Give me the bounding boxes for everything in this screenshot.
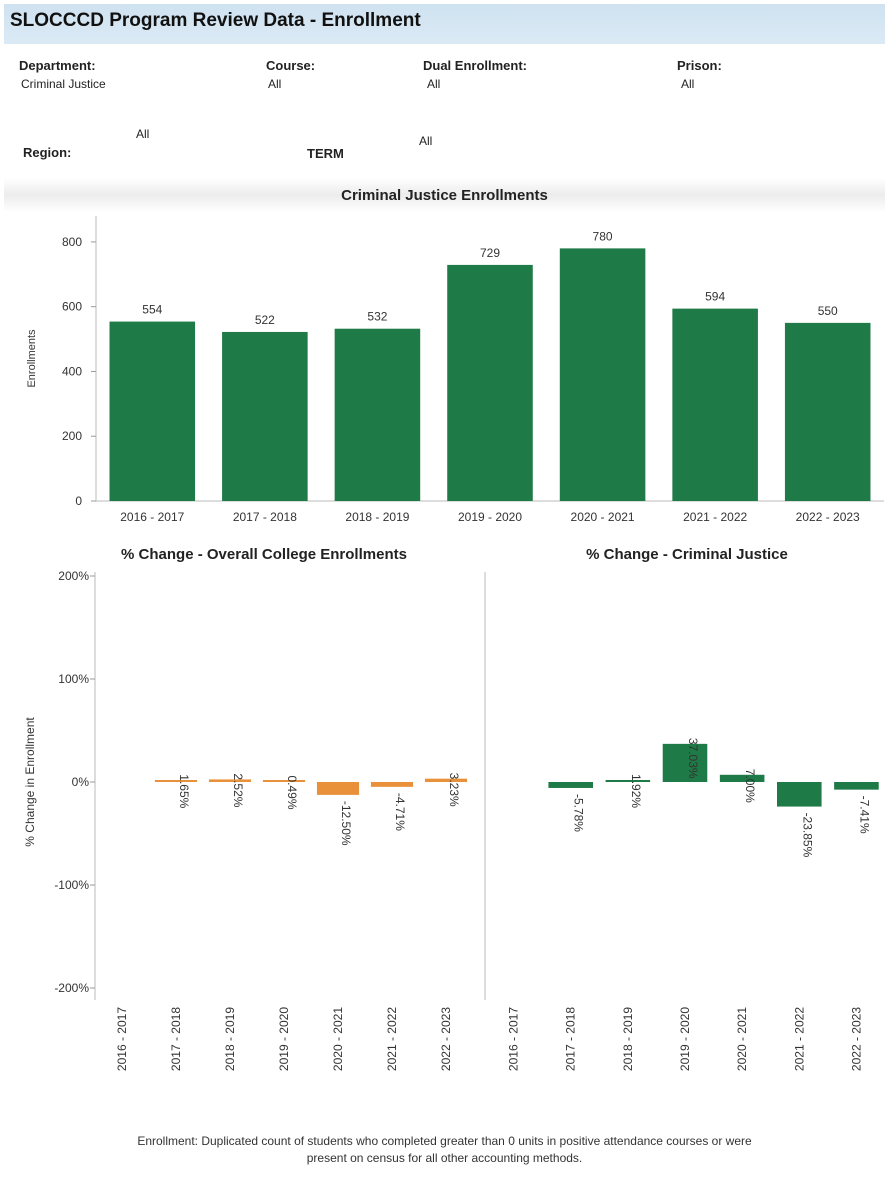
data-label: 729 [480,246,500,260]
x-tick-label: 2020 - 2021 [735,1007,749,1071]
prison-value[interactable]: All [681,77,695,91]
bar [834,782,879,790]
footnote: Enrollment: Duplicated count of students… [20,1133,869,1167]
data-label: -4.71% [393,793,407,831]
y-tick-label: 100% [58,672,89,686]
page-title: SLOCCCD Program Review Data - Enrollment [10,10,421,31]
bar [262,780,306,782]
y-tick-label: -100% [54,878,89,892]
x-tick-label: 2022 - 2023 [849,1007,863,1071]
data-label: -7.41% [857,796,871,834]
bar [672,308,758,501]
bar [109,321,196,501]
x-tick-label: 2019 - 2020 [678,1007,692,1071]
data-label: 1.92% [629,774,643,808]
y-tick-label: 0 [75,494,82,508]
footnote-line-1: Enrollment: Duplicated count of students… [137,1134,752,1148]
y-tick-label: 0% [72,775,90,789]
bar [316,782,360,795]
data-label: 2.52% [231,773,245,807]
x-tick-label: 2019 - 2020 [458,510,522,524]
bar [605,780,651,782]
x-tick-label: 2021 - 2022 [385,1007,399,1071]
x-tick-label: 2017 - 2018 [564,1007,578,1071]
data-label: 0.49% [285,775,299,809]
dual-enrollment-value[interactable]: All [427,77,441,91]
x-tick-label: 2017 - 2018 [233,510,297,524]
title-bar [4,4,885,44]
course-label: Course: [266,58,316,73]
bar [559,248,646,501]
x-tick-label: 2022 - 2023 [439,1007,453,1071]
bar [777,782,822,807]
bar [424,778,468,782]
cj-change-title: % Change - Criminal Justice [586,546,788,563]
bar [548,782,593,788]
y-tick-label: 200 [62,429,82,443]
x-tick-label: 2016 - 2017 [120,510,184,524]
y-tick-label: 600 [62,300,82,314]
bar [334,328,421,501]
x-tick-label: 2016 - 2017 [115,1007,129,1071]
data-label: 532 [367,310,387,324]
prison-label: Prison: [677,58,722,73]
data-label: 522 [255,313,275,327]
data-label: 554 [142,303,162,317]
bar [784,322,871,501]
region-value[interactable]: All [136,127,150,141]
bar [208,779,252,782]
data-label: -12.50% [339,801,353,846]
x-tick-label: 2021 - 2022 [792,1007,806,1071]
bar [222,331,308,501]
overall-change-chart: -200% -100% 0% 100% 200% % Change in Enrollme… [23,569,468,1071]
data-label: 7.00% [743,769,757,803]
chart-header-band [4,178,885,212]
y-axis-title: Enrollments [26,329,38,388]
bar [154,780,198,782]
course-value[interactable]: All [268,77,282,91]
department-value[interactable]: Criminal Justice [21,77,106,91]
data-label: 780 [593,229,613,243]
x-tick-label: 2019 - 2020 [277,1007,291,1071]
footnote-line-2: present on census for all other accounti… [306,1151,583,1165]
y-tick-label: 800 [62,235,82,249]
cj-change-chart: 2016 - 2017 2017 - 2018 -5.78% 2018 - 2019 1… [484,572,879,1071]
x-tick-label: 2016 - 2017 [507,1007,521,1071]
y-tick-label: 200% [58,569,89,583]
data-label: 1.65% [177,774,191,808]
x-tick-label: 2021 - 2022 [683,510,747,524]
x-tick-label: 2017 - 2018 [169,1007,183,1071]
x-tick-label: 2020 - 2021 [331,1007,345,1071]
bar [370,782,414,787]
x-tick-label: 2018 - 2019 [345,510,409,524]
main-chart-title: Criminal Justice Enrollments [341,187,548,204]
bar [662,743,708,782]
x-tick-label: 2018 - 2019 [223,1007,237,1071]
data-label: 3.23% [447,773,461,807]
enrollments-chart: 0 200 400 600 800 Enrollments 554 2016 - 2017 52… [26,216,884,524]
bar [447,264,533,501]
region-label: Region: [23,145,72,160]
y-axis-title: % Change in Enrollment [23,717,37,847]
term-label: TERM [307,146,344,161]
overall-change-title: % Change - Overall College Enrollments [121,546,407,563]
x-tick-label: 2020 - 2021 [571,510,635,524]
data-label: -5.78% [572,794,586,832]
department-label: Department: [19,58,96,73]
dual-enrollment-label: Dual Enrollment: [423,58,528,73]
term-value[interactable]: All [419,134,433,148]
bar [719,774,765,782]
x-tick-label: 2018 - 2019 [621,1007,635,1071]
data-label: 594 [705,290,725,304]
y-tick-label: 400 [62,364,82,378]
x-tick-label: 2022 - 2023 [796,510,860,524]
data-label: 37.03% [686,738,700,779]
y-tick-label: -200% [54,981,89,995]
data-label: -23.85% [800,813,814,858]
data-label: 550 [818,304,838,318]
